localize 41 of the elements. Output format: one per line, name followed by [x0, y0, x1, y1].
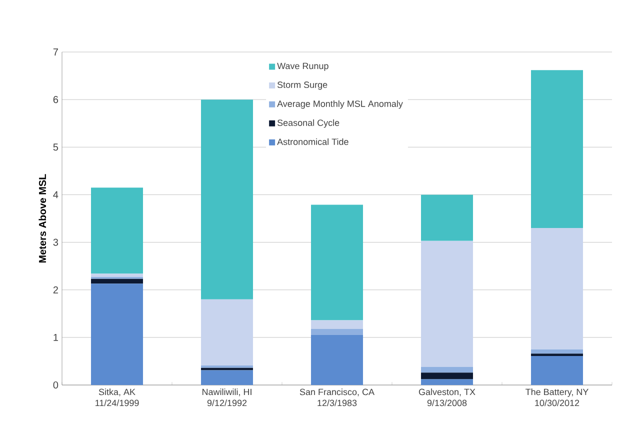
bar — [421, 240, 473, 367]
bar — [531, 349, 583, 354]
x-tick-label: Nawiliwili, HI 9/12/1992 — [202, 388, 252, 406]
legend-label: Storm Surge — [277, 82, 328, 90]
x-tick-label: Sitka, AK 11/24/1999 — [96, 388, 139, 406]
bar — [421, 194, 473, 241]
bar — [91, 188, 144, 274]
bar — [421, 366, 473, 373]
bar — [201, 368, 253, 370]
legend-label: Average Monthly MSL Anomaly — [277, 100, 403, 109]
legend-label: Astronomical Tide — [277, 138, 348, 145]
y-tick-label: 2 — [53, 286, 58, 294]
bar — [201, 299, 253, 366]
bar — [531, 228, 583, 350]
y-tick-label: 4 — [53, 191, 58, 198]
bar — [311, 328, 363, 336]
y-tick-label: 7 — [53, 48, 58, 56]
legend-label: Wave Runup — [277, 62, 328, 71]
bar — [311, 335, 363, 385]
bar — [201, 365, 253, 368]
bar — [91, 284, 144, 385]
bar — [201, 100, 253, 300]
bar — [91, 274, 144, 278]
bar — [311, 320, 363, 329]
bar — [531, 70, 583, 228]
bar — [201, 370, 253, 385]
y-axis-title: Meters Above MSL — [38, 174, 46, 263]
bar — [91, 278, 144, 284]
y-tick-label: 5 — [53, 144, 58, 151]
bar — [531, 356, 583, 385]
x-tick-label: Galveston, TX 9/13/2008 — [418, 388, 476, 406]
x-tick-label: The Battery, NY 10/30/2012 — [526, 388, 588, 406]
y-tick-label: 6 — [53, 96, 58, 104]
bar — [421, 372, 473, 380]
bar — [421, 379, 473, 385]
bar — [311, 204, 363, 320]
x-tick-label: San Francisco, CA 12/3/1983 — [300, 388, 374, 406]
y-tick-label: 0 — [53, 381, 58, 389]
y-tick-label: 3 — [53, 238, 58, 246]
y-tick-label: 1 — [54, 334, 58, 341]
legend-label: Seasonal Cycle — [277, 119, 340, 128]
